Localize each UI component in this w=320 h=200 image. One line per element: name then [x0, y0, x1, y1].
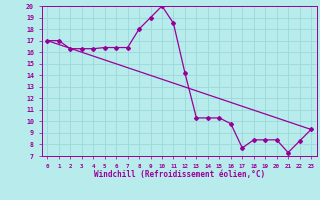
X-axis label: Windchill (Refroidissement éolien,°C): Windchill (Refroidissement éolien,°C): [94, 170, 265, 179]
